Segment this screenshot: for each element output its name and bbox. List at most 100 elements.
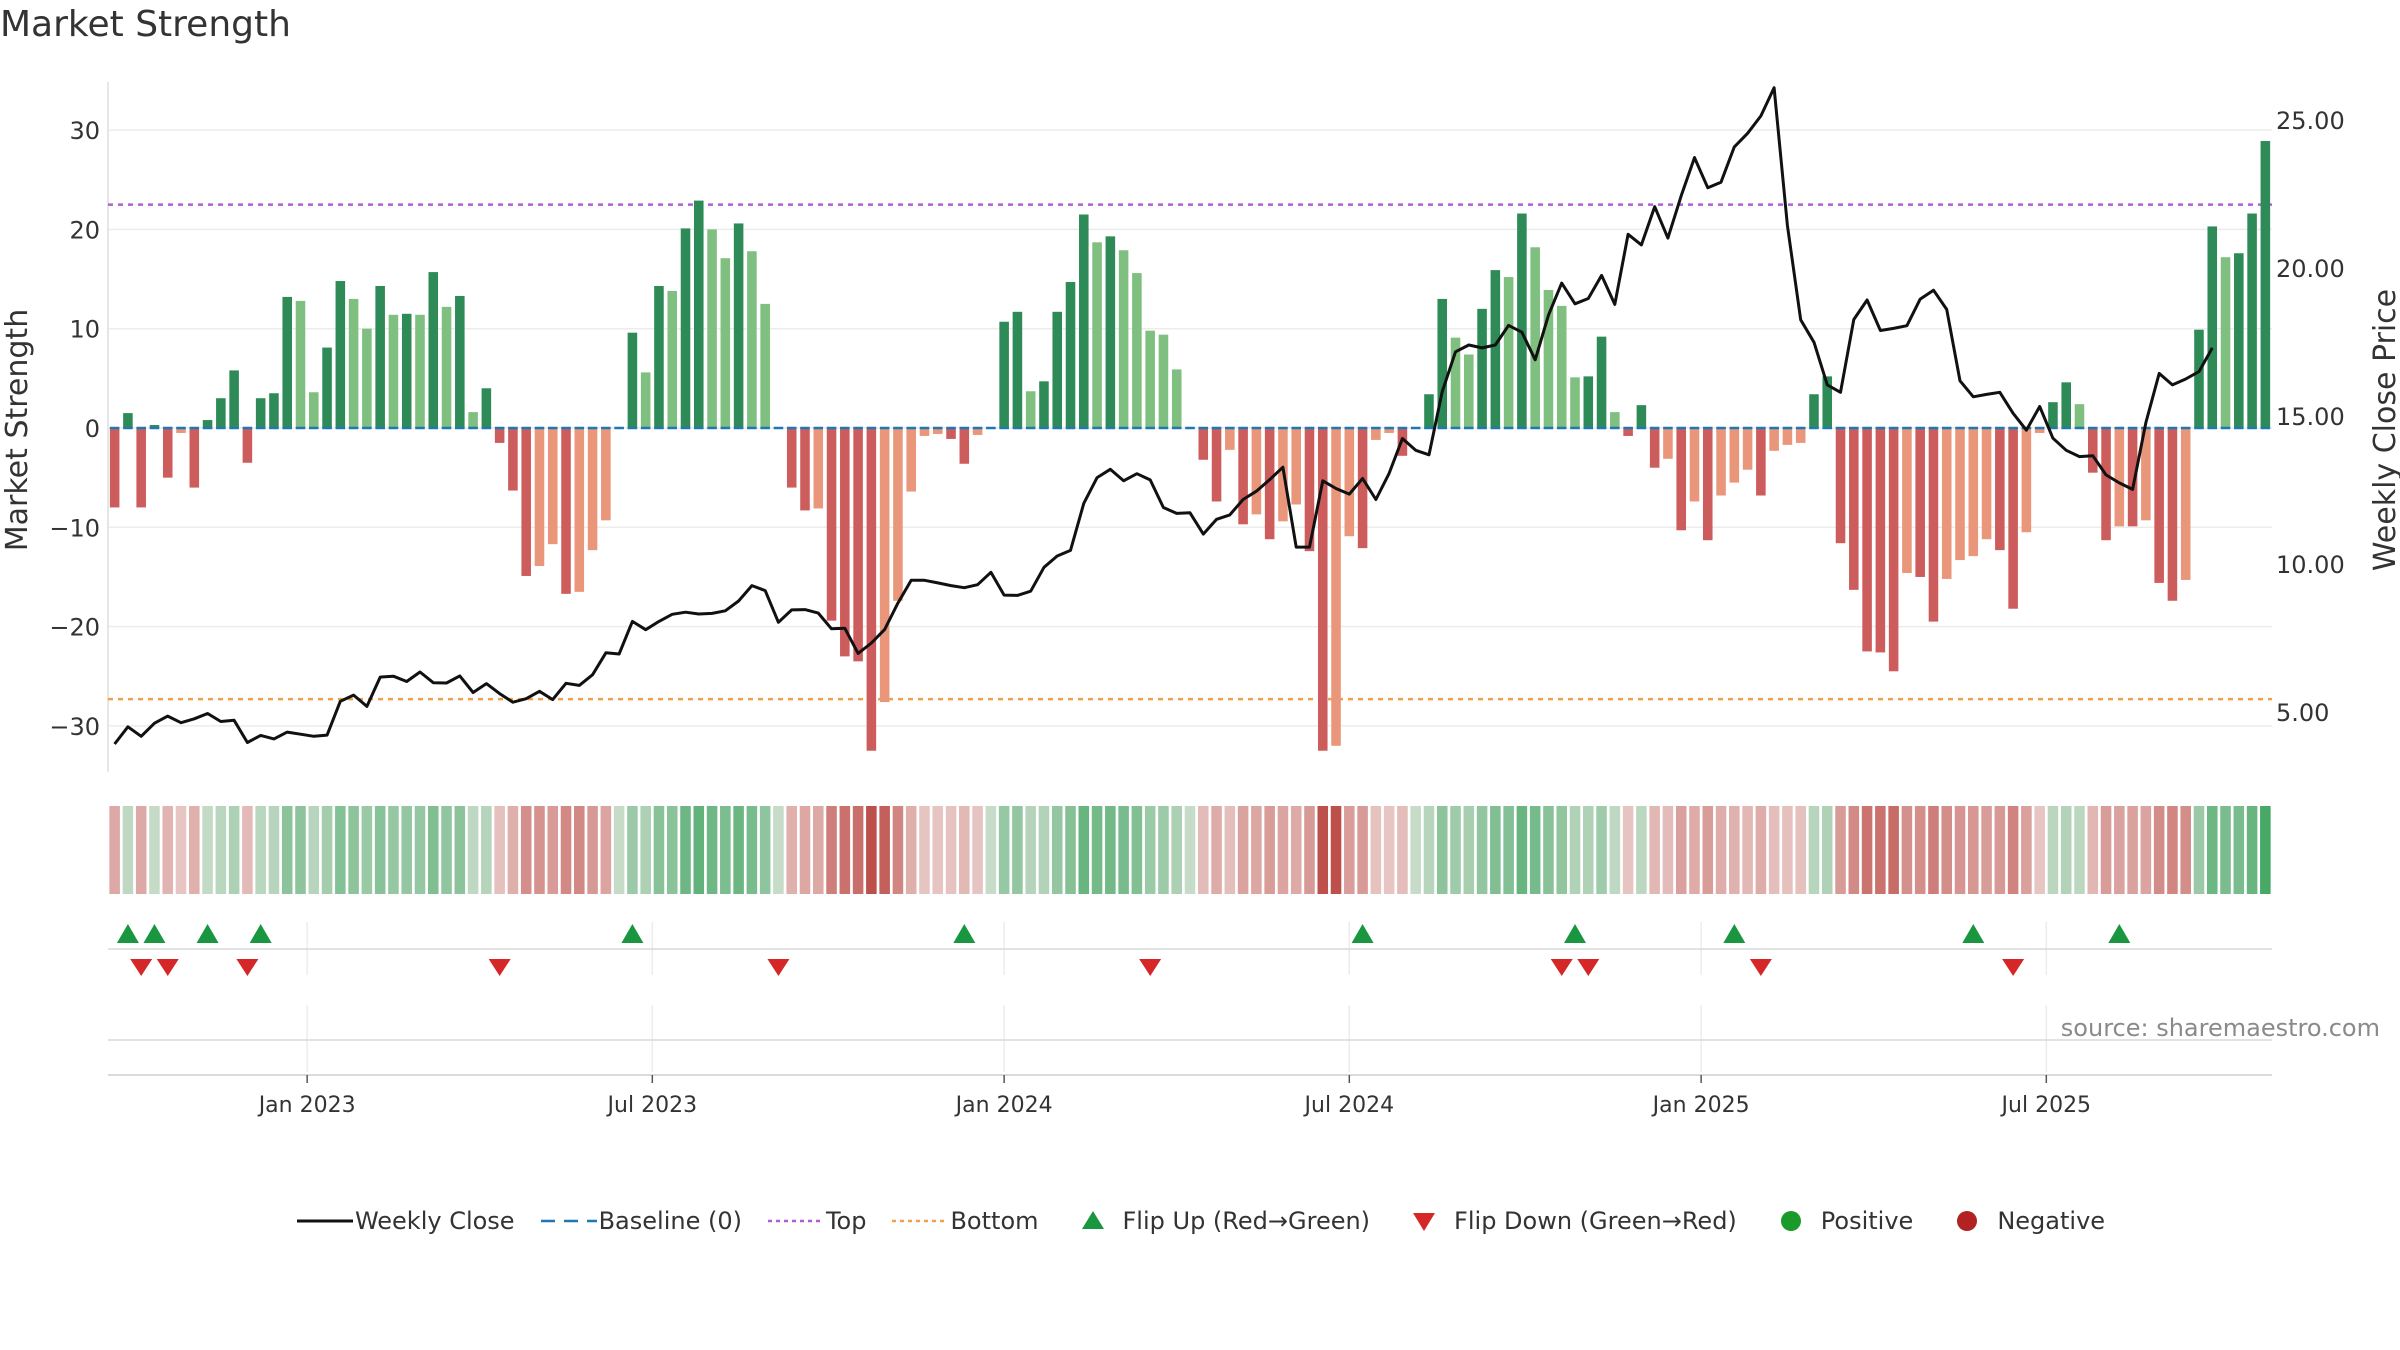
heat-cell: [1264, 806, 1275, 894]
heat-cell: [1596, 806, 1607, 894]
heat-cell: [1450, 806, 1461, 894]
strength-bar: [2167, 428, 2178, 601]
strength-bar: [959, 428, 970, 464]
flip-up-marker: [116, 924, 139, 943]
strength-bar: [1503, 277, 1514, 428]
legend-item-baseline: Baseline (0): [539, 1206, 742, 1236]
heat-cell: [2206, 806, 2218, 894]
flip-down-marker: [767, 959, 790, 976]
heat-cell: [706, 806, 718, 894]
heat-cell: [189, 806, 200, 894]
flip-down-marker: [1139, 959, 1162, 976]
heat-cell: [932, 806, 944, 894]
heat-cell: [1463, 806, 1475, 894]
heat-cell: [1689, 806, 1700, 894]
strength-bar: [906, 428, 916, 492]
flip-up-marker: [1723, 924, 1746, 943]
heat-cell: [1848, 806, 1860, 894]
strength-bar: [932, 428, 943, 434]
heat-cell: [1649, 806, 1660, 894]
chart-legend: Weekly Close Baseline (0) Top Bottom Flip Up…: [0, 1206, 2400, 1236]
flip-up-marker: [196, 924, 219, 943]
strength-bar: [176, 428, 186, 433]
strength-bar: [455, 295, 465, 428]
legend-item-flip-up: Flip Up (Red→Green): [1063, 1206, 1370, 1236]
strength-bar: [468, 412, 478, 428]
heat-cell: [1569, 806, 1581, 894]
strength-bar: [1251, 428, 1262, 515]
heat-cell: [2127, 806, 2138, 894]
weekly-close-polyline: [113, 86, 2214, 745]
strength-bar: [2008, 428, 2018, 609]
heat-cell: [945, 806, 957, 894]
strength-bar: [813, 428, 824, 509]
legend-symbol-top: [766, 1206, 826, 1236]
strength-bar: [1822, 376, 1833, 428]
flip-up-marker: [1962, 924, 1985, 943]
heat-cell: [972, 806, 983, 894]
strength-bar: [1689, 428, 1700, 502]
heat-cell: [162, 806, 174, 894]
heat-cell: [547, 806, 559, 894]
heat-cell: [653, 806, 665, 894]
strength-bar: [428, 272, 439, 428]
flip-up-marker: [143, 924, 166, 943]
heat-cell: [1583, 806, 1594, 894]
strength-bar: [720, 258, 731, 428]
legend-symbol-flip-down: [1394, 1206, 1454, 1236]
heat-cell: [1795, 806, 1806, 894]
legend-symbol-flip-up: [1063, 1206, 1123, 1236]
y-left-tick-label: 10: [69, 316, 100, 344]
flip-down-marker: [1749, 959, 1772, 976]
heat-cell: [1383, 806, 1395, 894]
heat-cell: [574, 806, 585, 894]
heat-cell: [1808, 806, 1820, 894]
x-tick-label: Jul 2023: [606, 1093, 698, 1118]
strength-bar: [840, 428, 850, 657]
heat-cell: [1357, 806, 1368, 894]
strength-bar: [1450, 337, 1461, 428]
strength-bar: [946, 428, 956, 439]
market-strength-chart: 30 20 10 0 −10 −20 −30 25.00 20.00 15.00 10.00 5.0…: [0, 82, 2400, 1118]
strength-bar: [1902, 428, 1912, 573]
heat-cell: [2233, 806, 2245, 894]
heat-cell: [1835, 806, 1846, 894]
heat-cell: [1144, 806, 1156, 894]
y-left-tick-label: −30: [49, 713, 100, 741]
heat-cell: [1543, 806, 1554, 894]
strength-bar: [348, 298, 359, 428]
legend-item-weekly-close: Weekly Close: [295, 1206, 515, 1236]
strength-bar: [1968, 428, 1979, 557]
x-tick-label: Jul 2025: [2000, 1093, 2092, 1118]
legend-symbol-weekly-close: [295, 1206, 355, 1236]
heat-cell: [255, 806, 266, 894]
heat-cell: [1158, 806, 1169, 894]
heat-cell: [2100, 806, 2112, 894]
heat-cell: [1211, 806, 1222, 894]
heat-cell: [348, 806, 359, 894]
strength-bars: [109, 141, 2271, 751]
strength-bar: [760, 303, 770, 428]
heat-cell: [1118, 806, 1129, 894]
legend-item-top: Top: [766, 1206, 866, 1236]
heat-cell: [1968, 806, 1979, 894]
heat-cell: [1051, 806, 1063, 894]
strength-bar: [866, 428, 877, 751]
heat-cell: [388, 806, 399, 894]
heat-cell: [401, 806, 412, 894]
strength-bar: [2180, 428, 2191, 580]
strength-bar: [1809, 394, 1819, 428]
strength-bar: [1065, 282, 1076, 428]
heat-cell: [1131, 806, 1143, 894]
heat-cell: [919, 806, 930, 894]
heat-cell: [1078, 806, 1090, 894]
heat-cell: [2246, 806, 2258, 894]
heat-cell: [1304, 806, 1315, 894]
heat-cell: [1768, 806, 1780, 894]
strength-bar: [1928, 428, 1939, 622]
heat-cell: [985, 806, 997, 894]
x-tick-label: Jan 2024: [954, 1093, 1053, 1118]
heat-cell: [560, 806, 572, 894]
heat-cell: [998, 806, 1010, 894]
strength-bar: [1291, 428, 1301, 505]
